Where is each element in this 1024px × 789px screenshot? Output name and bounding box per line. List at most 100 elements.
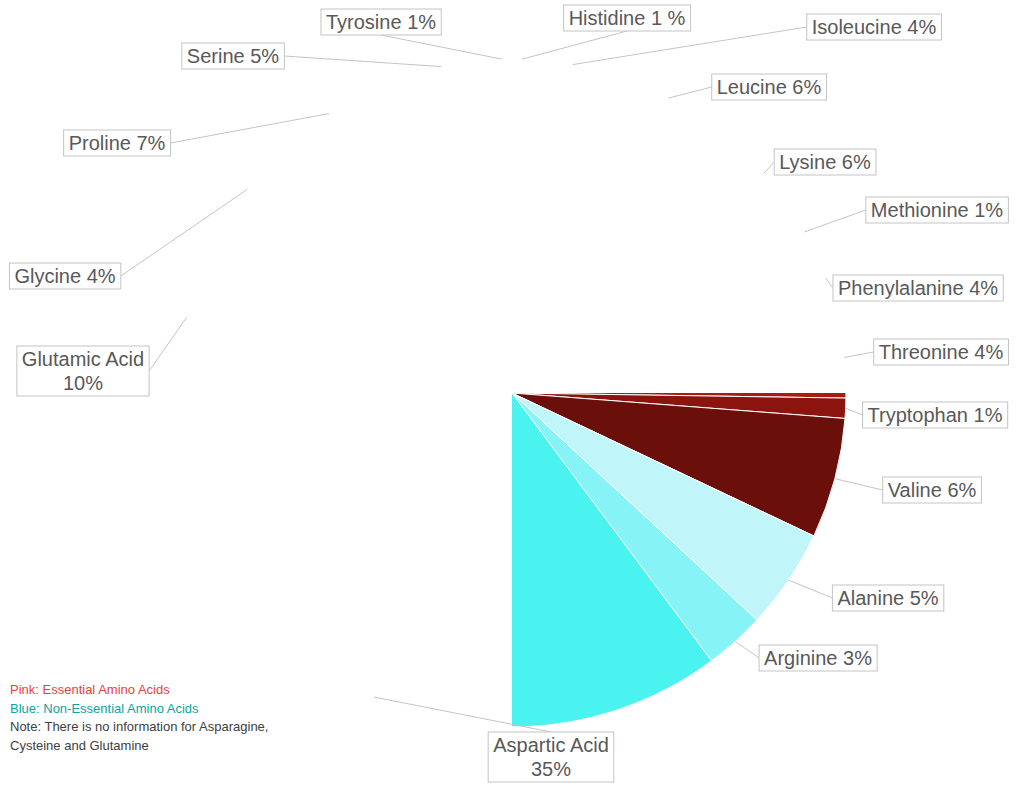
label-text: Threonine 4% — [879, 341, 1004, 363]
pie-slice — [512, 393, 712, 727]
data-label: Isoleucine 4% — [807, 14, 942, 40]
label-category: Tryptophan — [868, 404, 968, 426]
label-box — [488, 732, 614, 782]
label-text: Alanine 5% — [837, 587, 938, 609]
leader-line — [735, 641, 759, 658]
annotation: Note: There is no information for Aspara… — [10, 719, 268, 734]
label-text: Glycine 4% — [14, 265, 115, 287]
label-box — [712, 74, 827, 100]
label-value: 1% — [974, 404, 1003, 426]
label-box — [564, 5, 691, 31]
label-category: Histidine — [569, 7, 646, 29]
leader-line — [844, 352, 874, 357]
label-value: 4% — [87, 265, 116, 287]
label-text: Tyrosine 1% — [326, 11, 436, 33]
label-value: 5% — [910, 587, 939, 609]
label-text: Lysine 6% — [779, 151, 871, 173]
label-box — [883, 477, 982, 503]
leader-line — [669, 87, 712, 98]
data-label: Tyrosine 1% — [321, 9, 441, 35]
label-text: Leucine 6% — [717, 76, 822, 98]
leader-line — [149, 317, 187, 371]
label-category: Isoleucine — [812, 16, 902, 38]
label-box — [321, 9, 441, 35]
label-value: 7% — [136, 132, 165, 154]
leader-line — [846, 408, 863, 415]
label-box — [833, 275, 1003, 301]
label-box — [759, 645, 877, 671]
label-value: 4% — [969, 277, 998, 299]
label-box — [863, 402, 1008, 428]
label-category: Arginine — [764, 647, 837, 669]
label-text: Proline 7% — [69, 132, 166, 154]
label-text: Aspartic Acid35% — [493, 734, 609, 780]
data-label: Lysine 6% — [774, 149, 876, 175]
label-category: Lysine — [779, 151, 836, 173]
data-label: Phenylalanine 4% — [833, 275, 1003, 301]
label-value: 6% — [792, 76, 821, 98]
label-value: 4% — [907, 16, 936, 38]
label-value: 3% — [843, 647, 872, 669]
leader-lines — [121, 27, 883, 732]
label-category: Serine — [187, 45, 245, 67]
label-box — [64, 130, 171, 156]
leader-line — [522, 31, 627, 59]
label-box — [866, 197, 1009, 223]
label-text: Tryptophan 1% — [868, 404, 1003, 426]
label-category: Tyrosine — [326, 11, 402, 33]
label-category: Aspartic Acid — [493, 734, 609, 756]
leader-line — [789, 580, 833, 598]
label-value: 1 % — [651, 7, 686, 29]
leader-line — [573, 27, 807, 65]
label-value: 1% — [407, 11, 436, 33]
label-text: Methionine 1% — [871, 199, 1004, 221]
label-box — [807, 14, 942, 40]
leader-line — [374, 697, 551, 732]
leader-line — [826, 278, 833, 288]
pie — [512, 393, 846, 727]
data-labels: Histidine 1 %Isoleucine 4%Leucine 6%Lysi… — [9, 5, 1008, 782]
label-box — [874, 339, 1009, 365]
data-label: Alanine 5% — [832, 585, 943, 611]
label-box — [17, 346, 149, 396]
label-category: Leucine — [717, 76, 787, 98]
data-label: Proline 7% — [64, 130, 171, 156]
leader-line — [381, 35, 502, 59]
label-category: Methionine — [871, 199, 969, 221]
label-box — [774, 149, 876, 175]
label-category: Glycine — [14, 265, 81, 287]
data-label: Threonine 4% — [874, 339, 1009, 365]
label-value: 6% — [842, 151, 871, 173]
annotation: Blue: Non-Essential Amino Acids — [10, 701, 199, 716]
label-value: 35% — [531, 758, 571, 780]
data-label: Valine 6% — [883, 477, 982, 503]
annotation: Pink: Essential Amino Acids — [10, 682, 170, 697]
label-category: Phenylalanine — [838, 277, 964, 299]
data-label: Aspartic Acid35% — [488, 732, 614, 782]
data-label: Leucine 6% — [712, 74, 827, 100]
data-label: Methionine 1% — [866, 197, 1009, 223]
label-value: 1% — [974, 199, 1003, 221]
label-category: Proline — [69, 132, 131, 154]
label-text: Isoleucine 4% — [812, 16, 937, 38]
label-box — [182, 43, 284, 69]
chart: Histidine 1 %Isoleucine 4%Leucine 6%Lysi… — [0, 0, 1024, 789]
label-text: Valine 6% — [888, 479, 977, 501]
label-box — [832, 585, 943, 611]
label-text: Phenylalanine 4% — [838, 277, 998, 299]
label-category: Threonine — [879, 341, 969, 363]
annotations: Pink: Essential Amino Acids Blue: Non-Ess… — [10, 682, 268, 753]
leader-line — [121, 189, 247, 276]
leader-line — [805, 210, 866, 232]
label-category: Valine — [888, 479, 942, 501]
label-text: Arginine 3% — [764, 647, 872, 669]
data-label: Glycine 4% — [9, 263, 120, 289]
label-value: 5% — [250, 45, 279, 67]
data-label: Glutamic Acid10% — [17, 346, 149, 396]
label-category: Alanine — [837, 587, 904, 609]
label-box — [9, 263, 120, 289]
label-category: Glutamic Acid — [22, 348, 144, 370]
data-label: Serine 5% — [182, 43, 284, 69]
data-label: Arginine 3% — [759, 645, 877, 671]
data-label: Tryptophan 1% — [863, 402, 1008, 428]
